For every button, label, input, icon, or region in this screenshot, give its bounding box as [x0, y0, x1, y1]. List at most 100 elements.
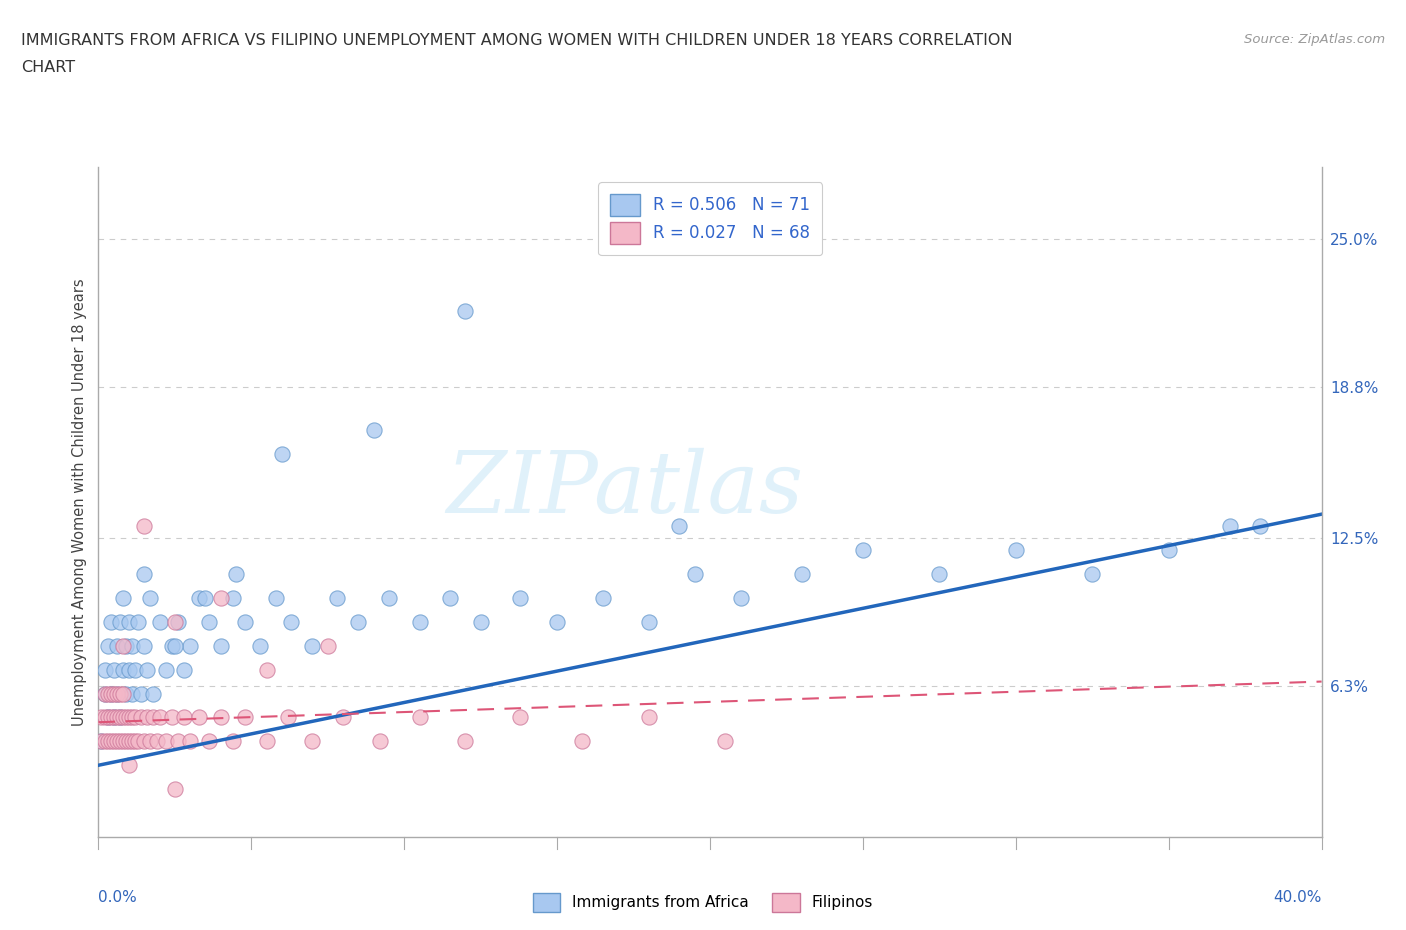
Point: [188, 591, 211, 605]
Point: [316, 638, 339, 653]
Point: [103, 710, 125, 724]
Point: [270, 447, 292, 462]
Point: [155, 734, 177, 749]
Point: [179, 734, 201, 749]
Point: [97, 710, 120, 724]
Point: [134, 638, 156, 653]
Point: [637, 710, 661, 724]
Text: IMMIGRANTS FROM AFRICA VS FILIPINO UNEMPLOYMENT AMONG WOMEN WITH CHILDREN UNDER : IMMIGRANTS FROM AFRICA VS FILIPINO UNEMP…: [21, 33, 1012, 47]
Point: [134, 566, 156, 581]
Point: [347, 615, 370, 630]
Legend: Immigrants from Africa, Filipinos: Immigrants from Africa, Filipinos: [527, 887, 879, 918]
Point: [439, 591, 461, 605]
Point: [139, 734, 162, 749]
Point: [160, 710, 183, 724]
Point: [118, 758, 141, 773]
Point: [188, 710, 211, 724]
Point: [1249, 519, 1271, 534]
Point: [928, 566, 950, 581]
Point: [100, 734, 122, 749]
Point: [103, 734, 125, 749]
Point: [256, 662, 278, 677]
Point: [790, 566, 813, 581]
Point: [714, 734, 737, 749]
Point: [163, 782, 186, 797]
Point: [111, 662, 134, 677]
Point: [93, 686, 115, 701]
Point: [108, 710, 131, 724]
Point: [90, 734, 112, 749]
Point: [105, 686, 128, 701]
Point: [105, 734, 128, 749]
Point: [111, 686, 134, 701]
Point: [124, 734, 146, 749]
Point: [93, 686, 115, 701]
Point: [142, 710, 165, 724]
Text: 40.0%: 40.0%: [1274, 890, 1322, 905]
Point: [136, 710, 159, 724]
Point: [326, 591, 349, 605]
Point: [129, 686, 152, 701]
Point: [121, 638, 143, 653]
Point: [160, 638, 183, 653]
Point: [93, 734, 115, 749]
Text: CHART: CHART: [21, 60, 75, 75]
Point: [124, 662, 146, 677]
Point: [103, 662, 125, 677]
Point: [301, 638, 323, 653]
Point: [163, 615, 186, 630]
Point: [105, 638, 128, 653]
Text: Source: ZipAtlas.com: Source: ZipAtlas.com: [1244, 33, 1385, 46]
Point: [332, 710, 354, 724]
Point: [668, 519, 690, 534]
Point: [408, 615, 430, 630]
Point: [1004, 542, 1026, 557]
Text: 0.0%: 0.0%: [98, 890, 138, 905]
Point: [509, 591, 531, 605]
Point: [115, 734, 138, 749]
Point: [108, 734, 131, 749]
Point: [233, 615, 256, 630]
Legend: R = 0.506   N = 71, R = 0.027   N = 68: R = 0.506 N = 71, R = 0.027 N = 68: [598, 182, 823, 255]
Point: [90, 710, 112, 724]
Point: [97, 710, 120, 724]
Point: [93, 662, 115, 677]
Point: [100, 615, 122, 630]
Point: [108, 686, 131, 701]
Point: [571, 734, 593, 749]
Point: [139, 591, 162, 605]
Point: [509, 710, 531, 724]
Point: [97, 686, 120, 701]
Point: [408, 710, 430, 724]
Point: [145, 734, 167, 749]
Point: [1081, 566, 1104, 581]
Point: [209, 591, 232, 605]
Point: [1157, 542, 1180, 557]
Point: [546, 615, 568, 630]
Point: [108, 710, 131, 724]
Point: [209, 638, 232, 653]
Point: [173, 710, 195, 724]
Point: [167, 615, 190, 630]
Point: [111, 734, 134, 749]
Point: [454, 303, 477, 318]
Point: [100, 686, 122, 701]
Point: [454, 734, 477, 749]
Point: [683, 566, 706, 581]
Point: [149, 615, 172, 630]
Point: [730, 591, 752, 605]
Point: [111, 638, 134, 653]
Point: [103, 686, 125, 701]
Point: [264, 591, 287, 605]
Point: [179, 638, 201, 653]
Point: [233, 710, 256, 724]
Point: [118, 615, 141, 630]
Point: [225, 566, 247, 581]
Point: [127, 615, 149, 630]
Point: [363, 423, 385, 438]
Point: [167, 734, 190, 749]
Point: [134, 519, 156, 534]
Point: [149, 710, 172, 724]
Point: [470, 615, 492, 630]
Point: [280, 615, 302, 630]
